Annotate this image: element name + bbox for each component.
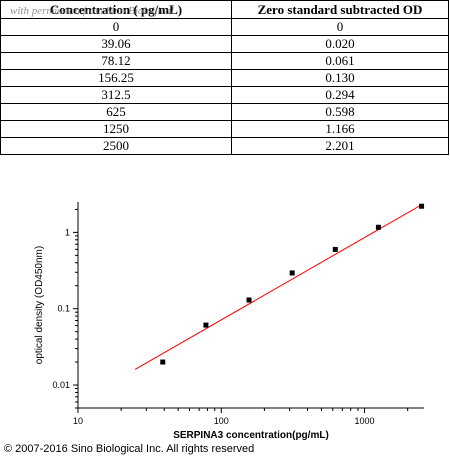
copyright-notice: © 2007-2016 Sino Biological Inc. All rig… bbox=[4, 443, 255, 455]
table-row: 0 0 bbox=[0, 18, 449, 36]
concentration-cell: 2500 bbox=[0, 137, 232, 155]
y-axis-title: optical density (OD450nm) bbox=[34, 246, 45, 364]
od-header: Zero standard subtracted OD bbox=[231, 0, 449, 19]
concentration-cell: 312.5 bbox=[0, 86, 232, 104]
fit-line-group bbox=[134, 204, 422, 370]
data-point bbox=[203, 322, 209, 328]
table-row: 156.25 0.130 bbox=[0, 69, 449, 87]
table-row: 625 0.598 bbox=[0, 103, 449, 121]
y-tick-label: 0.1 bbox=[57, 304, 70, 314]
od-cell: 0.130 bbox=[231, 69, 449, 87]
watermark: with permission from Sino Biological bbox=[10, 5, 174, 17]
data-points bbox=[160, 203, 425, 365]
concentration-cell: 0 bbox=[0, 18, 232, 36]
od-cell: 0.020 bbox=[231, 35, 449, 53]
table-row: 312.5 0.294 bbox=[0, 86, 449, 104]
x-tick-label: 100 bbox=[214, 416, 229, 426]
fit-line bbox=[134, 204, 422, 370]
data-point bbox=[289, 270, 295, 276]
standard-curve-chart: 10 100 1000 0.01 0.1 1 SERPINA3 concentration(… bbox=[34, 202, 425, 440]
chart-axes bbox=[73, 202, 424, 413]
concentration-cell: 156.25 bbox=[0, 69, 232, 87]
concentration-cell: 78.12 bbox=[0, 52, 232, 70]
y-tick-label: 0.01 bbox=[52, 380, 70, 390]
data-point bbox=[160, 359, 166, 365]
od-cell: 0 bbox=[231, 18, 449, 36]
table-row: 2500 2.201 bbox=[0, 137, 449, 155]
x-axis-title: SERPINA3 concentration(pg/mL) bbox=[173, 430, 329, 440]
od-cell: 0.598 bbox=[231, 103, 449, 121]
data-point bbox=[332, 246, 338, 252]
od-cell: 0.061 bbox=[231, 52, 449, 70]
chart-labels: 10 100 1000 0.01 0.1 1 SERPINA3 concentration(… bbox=[34, 227, 375, 440]
data-point bbox=[375, 224, 381, 230]
concentration-cell: 625 bbox=[0, 103, 232, 121]
data-point bbox=[419, 203, 425, 209]
od-cell: 2.201 bbox=[231, 137, 449, 155]
od-cell: 1.166 bbox=[231, 120, 449, 138]
table-row: 1250 1.166 bbox=[0, 120, 449, 138]
standard-curve-table: Concentration ( pg/mL) Zero standard sub… bbox=[0, 0, 449, 155]
x-tick-label: 10 bbox=[73, 416, 83, 426]
x-tick-label: 1000 bbox=[355, 416, 375, 426]
y-tick-label: 1 bbox=[65, 227, 70, 237]
concentration-cell: 39.06 bbox=[0, 35, 232, 53]
data-point bbox=[246, 297, 252, 303]
od-cell: 0.294 bbox=[231, 86, 449, 104]
concentration-cell: 1250 bbox=[0, 120, 232, 138]
table-row: 39.06 0.020 bbox=[0, 35, 449, 53]
table-row: 78.12 0.061 bbox=[0, 52, 449, 70]
